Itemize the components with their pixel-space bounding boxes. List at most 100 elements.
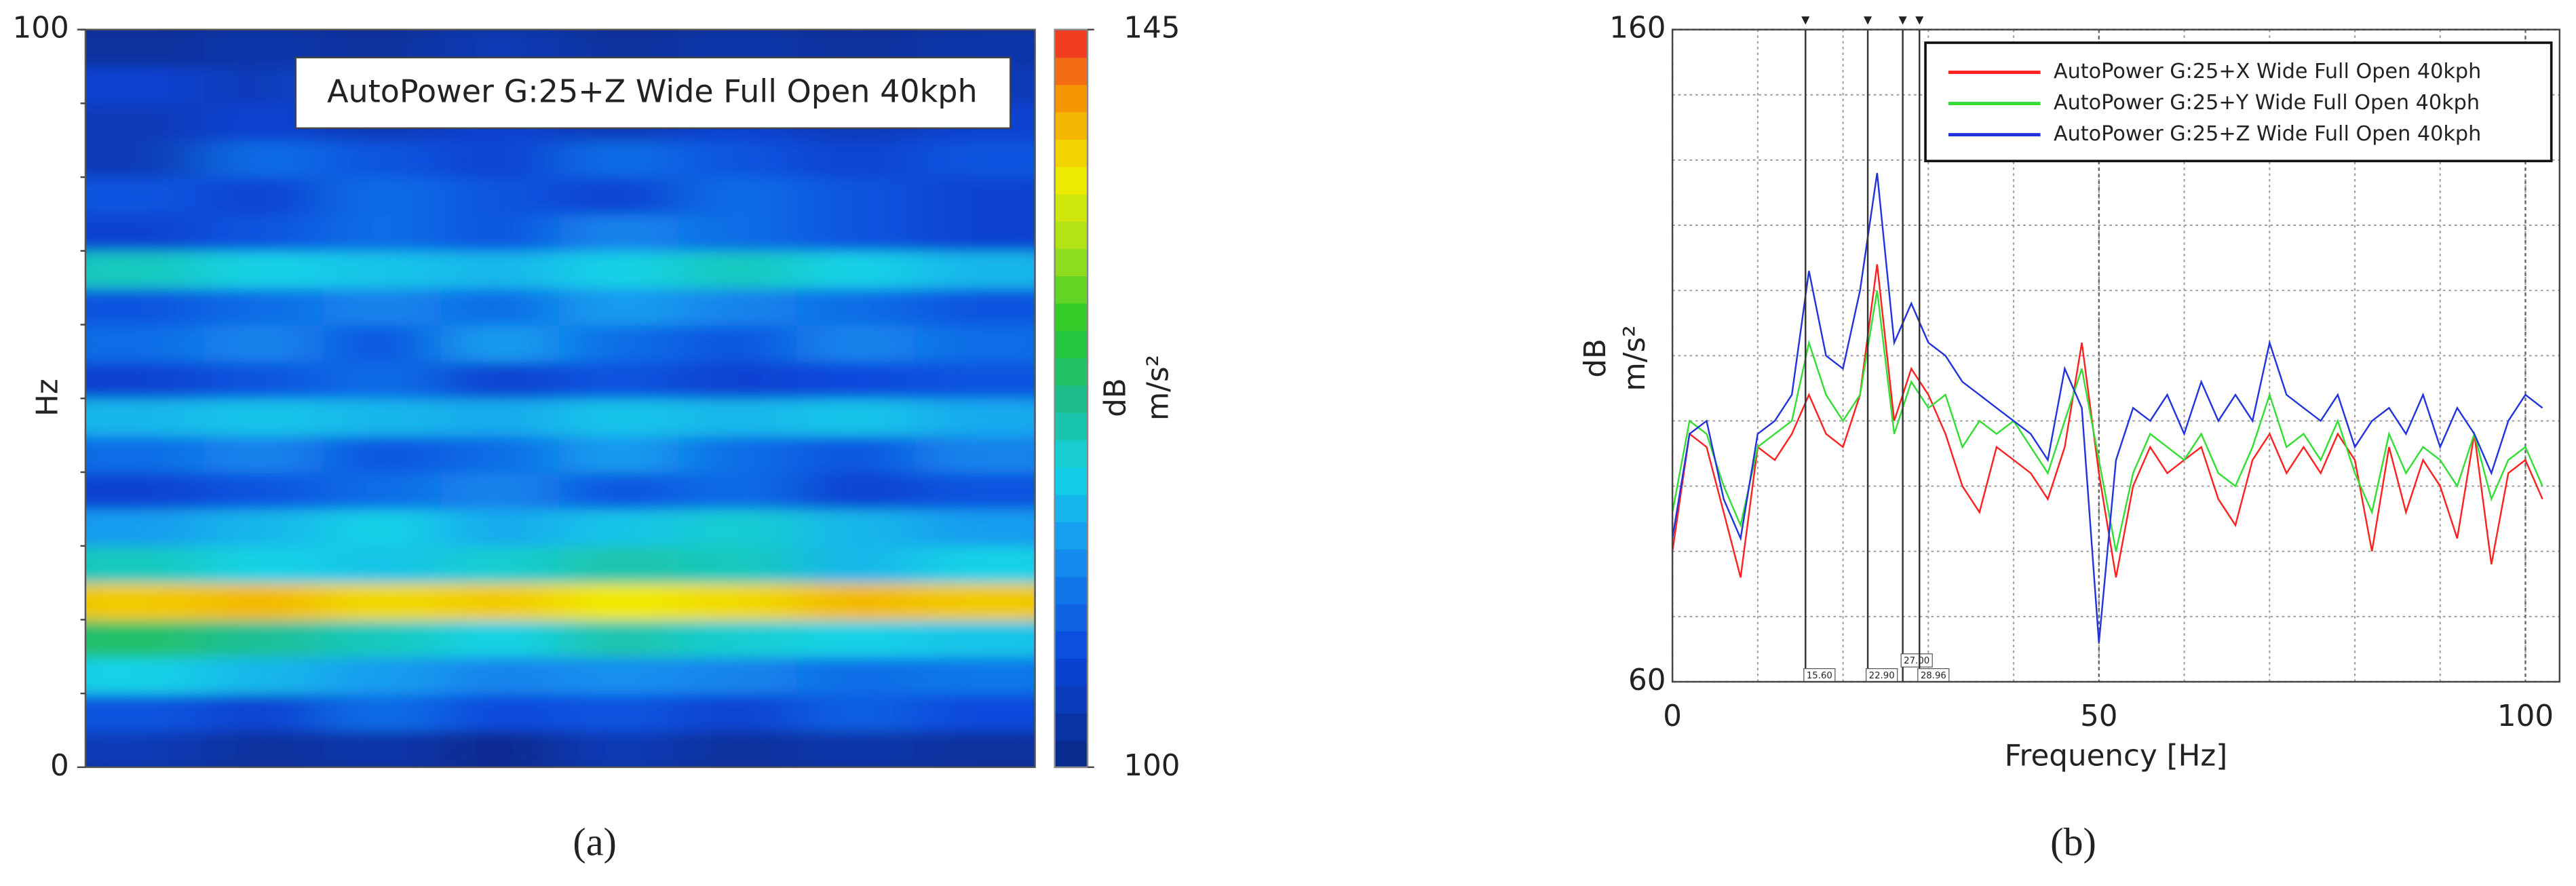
- heat-cell: [440, 692, 561, 731]
- heat-cell: [440, 139, 561, 178]
- heat-cell: [915, 655, 1035, 695]
- series-line: [1672, 264, 2543, 578]
- heat-cell: [85, 619, 206, 658]
- heat-cell: [322, 286, 443, 326]
- heat-cell: [85, 65, 206, 104]
- cursor-marker: [1864, 16, 1872, 25]
- colorbar-swatch: [1054, 739, 1088, 769]
- heat-cell: [85, 655, 206, 695]
- heat-cell: [85, 29, 206, 68]
- colorbar-swatch: [1054, 111, 1088, 140]
- series-line: [1672, 290, 2543, 552]
- heat-cell: [203, 729, 324, 767]
- heat-cell: [559, 213, 680, 252]
- heat-cell: [915, 360, 1035, 400]
- heat-cell: [440, 360, 561, 400]
- heat-cell: [678, 729, 799, 767]
- y-tick-label: 160: [1609, 12, 1666, 45]
- heatmap-cells: [85, 29, 1035, 767]
- heat-cell: [796, 286, 917, 326]
- heat-cell: [796, 360, 917, 400]
- heat-cell: [796, 508, 917, 547]
- heat-cell: [915, 545, 1035, 584]
- panel-label: (a): [573, 820, 617, 864]
- colorbar-swatch: [1054, 385, 1088, 413]
- heat-cell: [796, 581, 917, 621]
- colorbar-swatch: [1054, 630, 1088, 659]
- heat-cell: [678, 508, 799, 547]
- colorbar-swatch: [1054, 29, 1088, 58]
- panel-label: (b): [2050, 820, 2096, 864]
- heat-cell: [322, 545, 443, 584]
- heat-cell: [559, 508, 680, 547]
- colorbar-swatch: [1054, 657, 1088, 687]
- y-axis-label: dB: [1579, 339, 1613, 378]
- heat-cell: [322, 176, 443, 215]
- heat-cell: [559, 692, 680, 731]
- heat-cell: [322, 692, 443, 731]
- colorbar-label: dB: [1099, 378, 1133, 417]
- heat-cell: [85, 360, 206, 400]
- heat-cell: [678, 213, 799, 252]
- colorbar-swatch: [1054, 357, 1088, 386]
- colorbar-tick-label: 100: [1123, 749, 1180, 783]
- legend-label: AutoPower G:25+Y Wide Full Open 40kph: [2054, 91, 2480, 115]
- heat-cell: [559, 581, 680, 621]
- heat-cell: [322, 324, 443, 363]
- cursor-label-box: [1900, 653, 1933, 668]
- heat-cell: [440, 619, 561, 658]
- heat-cell: [203, 398, 324, 436]
- heat-cell: [203, 655, 324, 695]
- colorbar-swatch: [1054, 412, 1088, 440]
- colorbar-swatch: [1054, 193, 1088, 222]
- heat-cell: [915, 729, 1035, 767]
- heat-cell: [678, 286, 799, 326]
- cursor-label: 27.00: [1904, 656, 1929, 666]
- heat-cell: [678, 434, 799, 474]
- heat-cell: [203, 619, 324, 658]
- legend-label: AutoPower G:25+Z Wide Full Open 40kph: [2054, 122, 2481, 146]
- heat-cell: [440, 286, 561, 326]
- heat-cell: [440, 324, 561, 363]
- heat-cell: [678, 545, 799, 584]
- y-axis-label: m/s²: [1618, 325, 1652, 391]
- heat-cell: [322, 655, 443, 695]
- heat-cell: [203, 692, 324, 731]
- heat-cell: [440, 176, 561, 215]
- cursor-marker: [1915, 16, 1924, 25]
- heat-cell: [322, 250, 443, 289]
- heat-cell: [796, 692, 917, 731]
- heat-cell: [678, 324, 799, 363]
- heat-cell: [85, 286, 206, 326]
- heat-cell: [85, 213, 206, 252]
- heat-cell: [915, 619, 1035, 658]
- legend-box: [1924, 41, 2553, 163]
- heat-cell: [203, 508, 324, 547]
- heat-cell: [203, 139, 324, 178]
- heat-cell: [796, 398, 917, 436]
- heat-cell: [203, 286, 324, 326]
- heat-cell: [203, 324, 324, 363]
- heat-cell: [440, 250, 561, 289]
- heat-cell: [440, 471, 561, 510]
- heat-cell: [559, 139, 680, 178]
- colorbar-swatch: [1054, 712, 1088, 741]
- heat-cell: [915, 139, 1035, 178]
- heat-cell: [796, 139, 917, 178]
- heat-cell: [85, 471, 206, 510]
- colorbar-swatch: [1054, 439, 1088, 468]
- heat-cell: [559, 434, 680, 474]
- colorbar-swatch: [1054, 56, 1088, 85]
- series-group: [1672, 172, 2543, 643]
- heat-cell: [85, 729, 206, 767]
- heat-cell: [796, 250, 917, 289]
- heat-cell: [440, 545, 561, 584]
- heat-cell: [322, 434, 443, 474]
- colorbar-swatch: [1054, 275, 1088, 304]
- colorbar-swatch: [1054, 248, 1088, 277]
- heat-cell: [796, 324, 917, 363]
- colorbar-swatch: [1054, 220, 1088, 249]
- heat-cell: [678, 176, 799, 215]
